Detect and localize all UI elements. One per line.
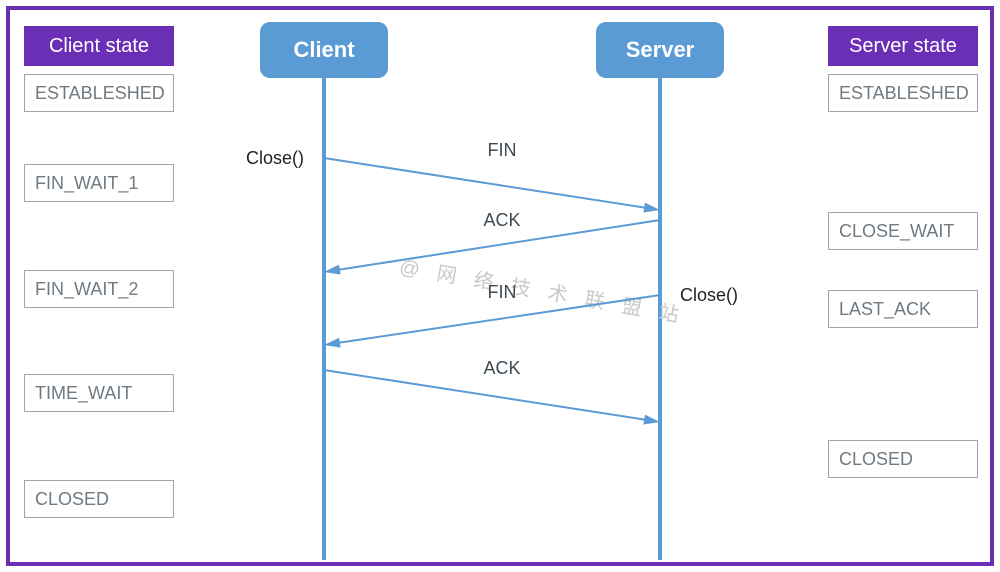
server-state-label: CLOSED: [839, 449, 913, 470]
server-state-box: ESTABLESHED: [828, 74, 978, 112]
message-label: ACK: [483, 210, 520, 231]
server-state-label: ESTABLESHED: [839, 83, 969, 104]
client-state-box: FIN_WAIT_1: [24, 164, 174, 202]
message-label: FIN: [488, 140, 517, 161]
client-actor-label: Client: [293, 37, 354, 63]
close-call-label: Close(): [246, 148, 304, 169]
server-state-label: LAST_ACK: [839, 299, 931, 320]
server-state-header: Server state: [828, 26, 978, 66]
client-state-label: FIN_WAIT_2: [35, 279, 138, 300]
server-state-label: CLOSE_WAIT: [839, 221, 954, 242]
client-state-box: TIME_WAIT: [24, 374, 174, 412]
message-label: FIN: [488, 282, 517, 303]
client-state-box: FIN_WAIT_2: [24, 270, 174, 308]
server-actor-label: Server: [626, 37, 695, 63]
close-call-label: Close(): [680, 285, 738, 306]
client-state-label: CLOSED: [35, 489, 109, 510]
client-state-header: Client state: [24, 26, 174, 66]
client-state-header-label: Client state: [49, 35, 149, 58]
client-lifeline: [322, 78, 326, 560]
client-state-box: ESTABLESHED: [24, 74, 174, 112]
server-state-box: LAST_ACK: [828, 290, 978, 328]
client-actor: Client: [260, 22, 388, 78]
client-state-label: FIN_WAIT_1: [35, 173, 138, 194]
client-state-label: TIME_WAIT: [35, 383, 132, 404]
client-state-box: CLOSED: [24, 480, 174, 518]
message-label: ACK: [483, 358, 520, 379]
server-actor: Server: [596, 22, 724, 78]
server-state-header-label: Server state: [849, 35, 957, 58]
server-state-box: CLOSE_WAIT: [828, 212, 978, 250]
server-state-box: CLOSED: [828, 440, 978, 478]
client-state-label: ESTABLESHED: [35, 83, 165, 104]
